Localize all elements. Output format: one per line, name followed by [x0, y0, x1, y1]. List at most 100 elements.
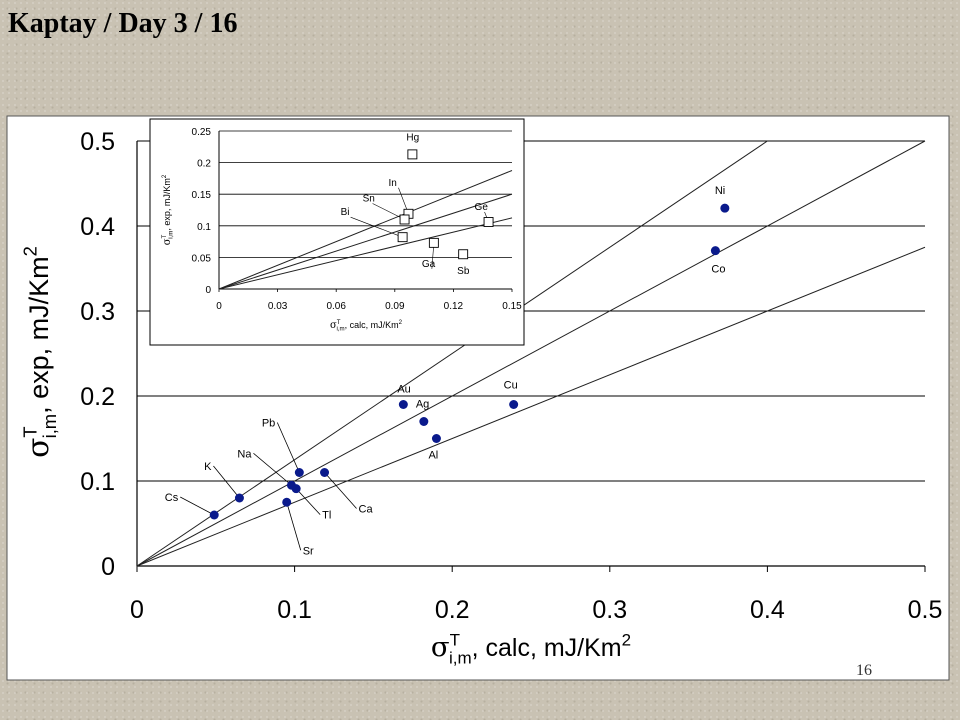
- point-leader-line: [180, 496, 215, 516]
- data-point: [320, 468, 330, 477]
- x-axis-label-sub: i,m: [449, 649, 472, 668]
- inset-x-axis-label: σT i,m, calc, mJ/Km2: [330, 319, 403, 332]
- point-leader-line: [286, 502, 302, 551]
- x-tick-label: 0.2: [435, 596, 470, 624]
- x-axis-label-sup: T: [450, 631, 460, 650]
- inset-y-axis-label: σTi,m, exp, mJ/Km2: [161, 174, 174, 245]
- x-tick-label: 0.1: [277, 596, 312, 624]
- point-label: K: [204, 461, 212, 473]
- reference-line: [218, 193, 513, 290]
- reference-line: [218, 170, 513, 290]
- inset-x-axis-label-sub: i,m: [336, 326, 344, 333]
- inset-x-axis-label-sup: T: [337, 319, 341, 326]
- inset-y-tick-label: 0: [205, 285, 211, 296]
- data-point: [710, 246, 720, 256]
- inset-y-tick-label: 0.25: [192, 127, 212, 138]
- point-label: Cs: [165, 492, 179, 504]
- point-label: Cu: [504, 380, 518, 392]
- x-tick-label: 0.4: [750, 596, 785, 624]
- point-label: Pb: [262, 418, 275, 430]
- y-tick-label: 0.4: [80, 213, 115, 241]
- inset-data-point: [407, 149, 418, 160]
- reference-line: [218, 217, 513, 290]
- x-axis-label: σT i,m, calc, mJ/Km2: [431, 631, 631, 668]
- data-point: [398, 400, 408, 409]
- data-point: [209, 510, 219, 520]
- inset-panel: [149, 118, 525, 346]
- inset-point-label: Ga: [422, 259, 436, 270]
- point-label: Na: [237, 448, 252, 460]
- y-axis-label-sub: i,m: [39, 414, 60, 438]
- inset-y-tick-label: 0.15: [192, 190, 212, 201]
- inset-data-point: [428, 237, 439, 248]
- y-axis-label-text: , exp, mJ/Km: [24, 256, 54, 414]
- x-axis-label-unit-sup: 2: [622, 631, 631, 650]
- x-tick-label: 0.5: [908, 596, 943, 624]
- inset-data-point: [458, 249, 469, 260]
- y-tick-label: 0.3: [80, 298, 115, 326]
- inset-data-point: [399, 214, 410, 225]
- y-axis-label-sup: T: [20, 427, 41, 438]
- x-axis-label-text: , calc, mJ/Km: [472, 634, 622, 662]
- point-label: Sr: [303, 545, 314, 557]
- inset-x-axis-label-symbol: σ: [330, 320, 337, 331]
- point-leader-line: [213, 465, 240, 499]
- inset-x-tick-label: 0: [216, 301, 222, 312]
- inset-point-label: Sb: [457, 266, 470, 277]
- main-plot: 0 0.1 0.2 0.3 0.4 0.5 0 0.1 0.2 0.3 0.4 0.5 Cs K Na Tl S…: [20, 128, 943, 668]
- point-label: Al: [428, 450, 438, 462]
- inset-data-point: [483, 217, 494, 227]
- point-leader-line: [276, 422, 300, 473]
- point-label: Tl: [322, 510, 331, 522]
- inset-y-axis-label-symbol: σ: [162, 238, 173, 245]
- point-label: Ag: [416, 399, 429, 411]
- inset-x-axis-label-text: , calc, mJ/Km: [345, 320, 399, 330]
- data-point: [234, 493, 244, 503]
- inset-point-label: Ge: [475, 202, 489, 213]
- point-label: Ca: [359, 504, 374, 516]
- data-point: [291, 484, 301, 494]
- point-label: Au: [397, 384, 410, 396]
- data-point: [282, 497, 292, 507]
- inset-point-leader-line: [350, 216, 403, 238]
- inset-x-tick-label: 0.09: [385, 301, 405, 312]
- x-axis-label-symbol: σ: [431, 631, 450, 663]
- inset-y-tick-label: 0.05: [192, 253, 212, 264]
- y-axis-label: σTi,m, exp, mJ/Km2: [20, 246, 60, 458]
- data-point: [509, 400, 519, 409]
- inset-x-tick-label: 0.15: [502, 301, 522, 312]
- reference-line: [136, 246, 926, 567]
- y-tick-label: 0.1: [80, 468, 115, 496]
- y-axis-label-unit-sup: 2: [20, 246, 41, 256]
- point-label: Ni: [715, 185, 725, 197]
- x-tick-label: 0: [130, 596, 144, 624]
- inset-y-axis-label-unit-sup: 2: [161, 174, 168, 178]
- page-number: 16: [856, 662, 872, 679]
- data-point: [294, 468, 304, 477]
- y-tick-label: 0.5: [80, 128, 115, 156]
- inset-point-label: Hg: [406, 132, 419, 143]
- inset-x-tick-label: 0.12: [444, 301, 464, 312]
- data-point: [431, 434, 441, 443]
- y-tick-label: 0: [101, 553, 115, 581]
- reference-line: [136, 140, 926, 567]
- y-axis-label-symbol: σ: [21, 438, 56, 458]
- inset-x-axis-label-unit-sup: 2: [399, 319, 403, 326]
- inset-point-label: Bi: [341, 207, 350, 218]
- point-leader-line: [324, 472, 357, 509]
- point-label: Co: [711, 264, 725, 276]
- inset-y-axis-label-sup: T: [161, 235, 168, 239]
- point-leader-line: [295, 488, 321, 515]
- inset-x-tick-label: 0.06: [326, 301, 346, 312]
- inset-y-tick-label: 0.2: [197, 159, 211, 170]
- point-leader-line: [253, 452, 292, 486]
- x-tick-label: 0.3: [592, 596, 627, 624]
- inset-y-tick-label: 0.1: [197, 222, 211, 233]
- data-point: [419, 417, 429, 426]
- inset-plot: 0 0.05 0.1 0.15 0.2 0.25 0 0.03 0.06 0.09 0.12 0.15…: [149, 118, 525, 346]
- inset-y-axis-label-text: , exp, mJ/Km: [162, 178, 172, 231]
- inset-point-leader-line: [372, 203, 405, 220]
- inset-data-point: [397, 232, 408, 243]
- inset-point-label: Sn: [363, 193, 375, 204]
